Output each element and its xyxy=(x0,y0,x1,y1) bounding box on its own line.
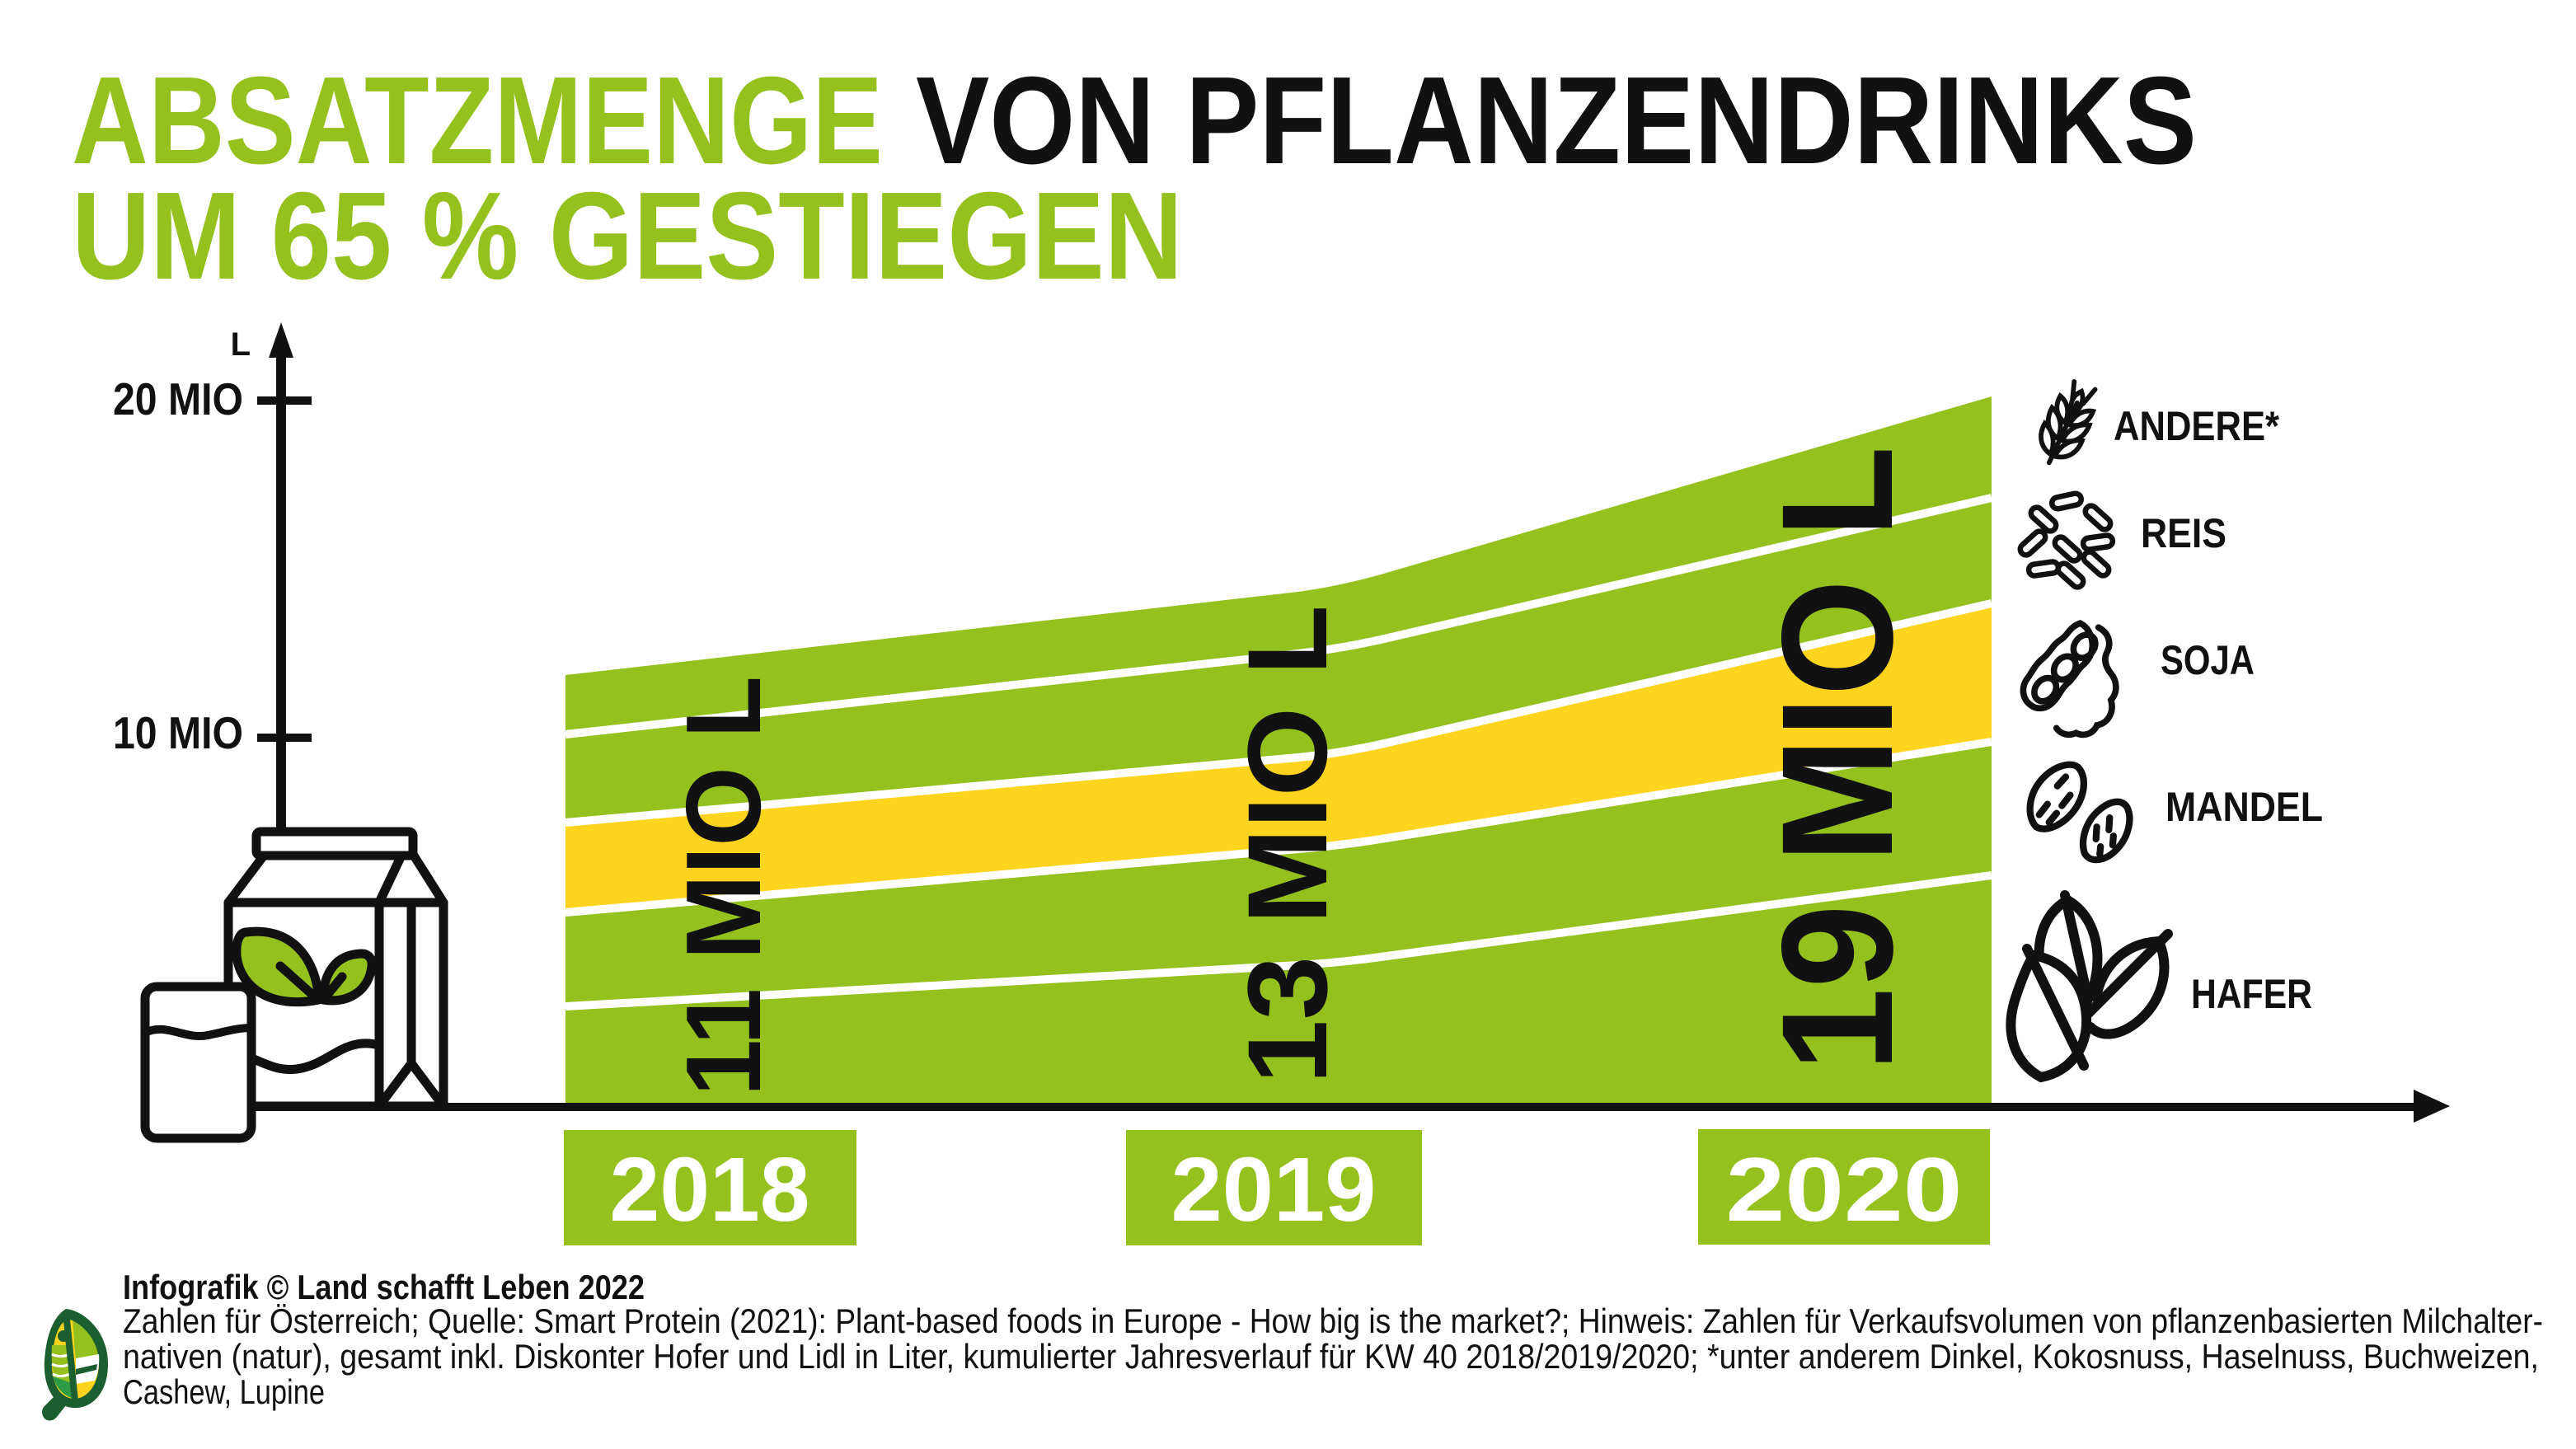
svg-text:20 MIO: 20 MIO xyxy=(113,373,243,424)
svg-text:11 MIO L: 11 MIO L xyxy=(664,676,783,1096)
svg-text:ANDERE*: ANDERE* xyxy=(2114,403,2279,449)
svg-text:L: L xyxy=(231,326,251,363)
svg-text:2020: 2020 xyxy=(1726,1139,1963,1240)
svg-text:nativen (natur), gesamt inkl.: nativen (natur), gesamt inkl. Diskonter … xyxy=(123,1337,2539,1376)
svg-text:ABSATZMENGE: ABSATZMENGE xyxy=(72,50,883,190)
svg-text:Cashew, Lupine: Cashew, Lupine xyxy=(123,1372,325,1411)
svg-text:10 MIO: 10 MIO xyxy=(113,707,243,758)
svg-text:SOJA: SOJA xyxy=(2161,637,2255,683)
svg-text:2018: 2018 xyxy=(610,1139,810,1240)
svg-text:VON PFLANZENDRINKS: VON PFLANZENDRINKS xyxy=(916,50,2197,190)
svg-text:HAFER: HAFER xyxy=(2191,971,2312,1017)
svg-text:19 MIO L: 19 MIO L xyxy=(1748,446,1926,1072)
svg-text:13 MIO L: 13 MIO L xyxy=(1225,605,1351,1084)
svg-text:REIS: REIS xyxy=(2141,510,2226,556)
svg-text:2019: 2019 xyxy=(1171,1139,1377,1240)
svg-text:Zahlen für Österreich; Quelle:: Zahlen für Österreich; Quelle: Smart Pro… xyxy=(123,1301,2543,1340)
svg-text:UM 65 % GESTIEGEN: UM 65 % GESTIEGEN xyxy=(72,166,1183,305)
svg-text:MANDEL: MANDEL xyxy=(2165,784,2323,830)
svg-text:Infografik © Land schafft Lebe: Infografik © Land schafft Leben 2022 xyxy=(123,1268,645,1306)
